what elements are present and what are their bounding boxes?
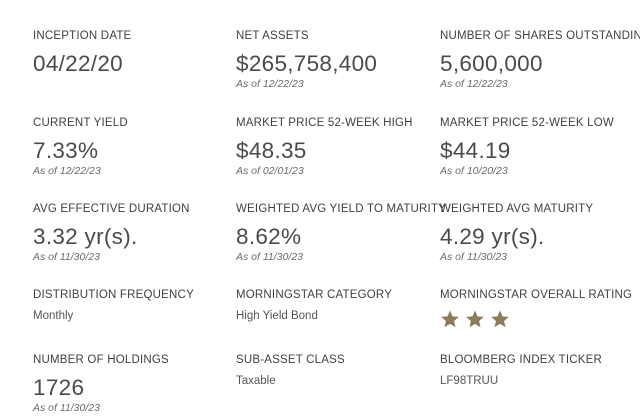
distribution-frequency-cell: DISTRIBUTION FREQUENCY Monthly <box>33 287 233 324</box>
price-52wk-high-cell: MARKET PRICE 52-WEEK HIGH $48.35 As of 0… <box>236 115 436 178</box>
net-assets-value: $265,758,400 <box>236 51 378 76</box>
net-assets-as-of: As of 12/22/23 <box>236 78 304 90</box>
bloomberg-ticker-cell: BLOOMBERG INDEX TICKER LF98TRUU <box>440 352 640 389</box>
price-52wk-low-label: MARKET PRICE 52-WEEK LOW <box>440 117 614 129</box>
sub-asset-class-cell: SUB-ASSET CLASS Taxable <box>236 352 436 389</box>
avg-effective-duration-label: AVG EFFECTIVE DURATION <box>33 203 190 215</box>
shares-outstanding-as-of: As of 12/22/23 <box>440 78 508 90</box>
weighted-avg-maturity-as-of: As of 11/30/23 <box>440 251 507 263</box>
inception-date-label: INCEPTION DATE <box>33 30 132 42</box>
morningstar-rating-stars <box>440 309 640 329</box>
weighted-avg-maturity-value: 4.29 yr(s). <box>440 224 545 249</box>
sub-asset-class-label: SUB-ASSET CLASS <box>236 354 345 366</box>
distribution-frequency-value: Monthly <box>33 310 74 322</box>
price-52wk-high-label: MARKET PRICE 52-WEEK HIGH <box>236 117 413 129</box>
current-yield-cell: CURRENT YIELD 7.33% As of 12/22/23 <box>33 115 233 178</box>
price-52wk-high-value: $48.35 <box>236 138 307 163</box>
distribution-frequency-label: DISTRIBUTION FREQUENCY <box>33 289 194 301</box>
weighted-avg-ytm-label: WEIGHTED AVG YIELD TO MATURITY <box>236 203 447 215</box>
weighted-avg-ytm-as-of: As of 11/30/23 <box>236 251 303 263</box>
shares-outstanding-value: 5,600,000 <box>440 51 543 76</box>
number-of-holdings-label: NUMBER OF HOLDINGS <box>33 354 169 366</box>
morningstar-rating-label: MORNINGSTAR OVERALL RATING <box>440 289 633 301</box>
net-assets-cell: NET ASSETS $265,758,400 As of 12/22/23 <box>236 28 436 91</box>
weighted-avg-maturity-label: WEIGHTED AVG MATURITY <box>440 203 594 215</box>
avg-effective-duration-value: 3.32 yr(s). <box>33 224 138 249</box>
bloomberg-ticker-label: BLOOMBERG INDEX TICKER <box>440 354 603 366</box>
price-52wk-low-cell: MARKET PRICE 52-WEEK LOW $44.19 As of 10… <box>440 115 640 178</box>
morningstar-category-cell: MORNINGSTAR CATEGORY High Yield Bond <box>236 287 436 324</box>
inception-date-value: 04/22/20 <box>33 51 123 76</box>
price-52wk-high-as-of: As of 02/01/23 <box>236 165 304 177</box>
price-52wk-low-as-of: As of 10/20/23 <box>440 165 508 177</box>
avg-effective-duration-cell: AVG EFFECTIVE DURATION 3.32 yr(s). As of… <box>33 201 233 264</box>
current-yield-label: CURRENT YIELD <box>33 117 128 129</box>
weighted-avg-ytm-value: 8.62% <box>236 224 302 249</box>
sub-asset-class-value: Taxable <box>236 375 276 387</box>
weighted-avg-ytm-cell: WEIGHTED AVG YIELD TO MATURITY 8.62% As … <box>236 201 447 264</box>
weighted-avg-maturity-cell: WEIGHTED AVG MATURITY 4.29 yr(s). As of … <box>440 201 640 264</box>
morningstar-category-value: High Yield Bond <box>236 310 318 322</box>
current-yield-as-of: As of 12/22/23 <box>33 165 101 177</box>
morningstar-rating-cell: MORNINGSTAR OVERALL RATING <box>440 287 640 329</box>
shares-outstanding-cell: NUMBER OF SHARES OUTSTANDING 5,600,000 A… <box>440 28 640 91</box>
morningstar-category-label: MORNINGSTAR CATEGORY <box>236 289 393 301</box>
star-icon <box>441 310 459 328</box>
bloomberg-ticker-value: LF98TRUU <box>440 375 499 387</box>
net-assets-label: NET ASSETS <box>236 30 309 42</box>
shares-outstanding-label: NUMBER OF SHARES OUTSTANDING <box>440 30 640 42</box>
avg-effective-duration-as-of: As of 11/30/23 <box>33 251 100 263</box>
star-icon <box>491 310 509 328</box>
number-of-holdings-value: 1726 <box>33 375 85 400</box>
number-of-holdings-cell: NUMBER OF HOLDINGS 1726 As of 11/30/23 <box>33 352 233 415</box>
current-yield-value: 7.33% <box>33 138 99 163</box>
inception-date-cell: INCEPTION DATE 04/22/20 <box>33 28 233 78</box>
star-icon <box>466 310 484 328</box>
number-of-holdings-as-of: As of 11/30/23 <box>33 402 100 414</box>
price-52wk-low-value: $44.19 <box>440 138 511 163</box>
